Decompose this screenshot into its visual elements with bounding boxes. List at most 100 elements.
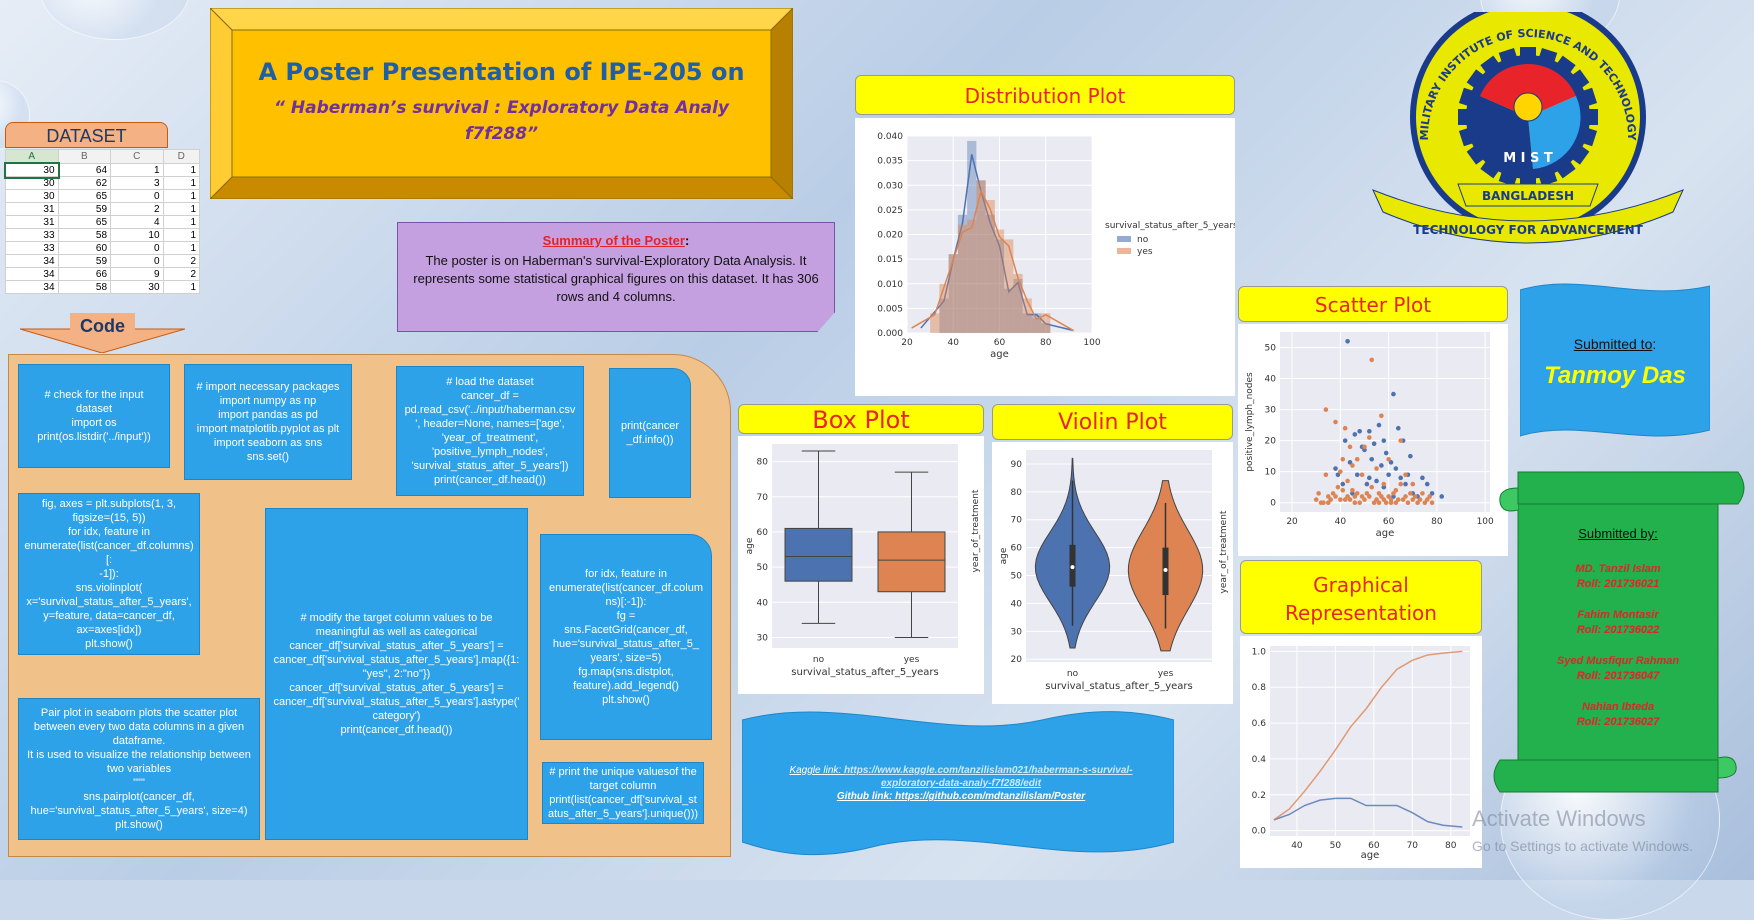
scatter-point xyxy=(1338,469,1343,474)
box-panel: 30 40 50 60 70 80 no yes survival_status_after_5… xyxy=(738,436,984,694)
dataset-col-header: C xyxy=(110,149,164,164)
violin-chart: 20 30 40 50 60 70 80 90 no yes survival_status_aft… xyxy=(999,450,1229,692)
scatter-point xyxy=(1352,432,1358,437)
scatter-point xyxy=(1333,494,1338,499)
scatter-point xyxy=(1398,481,1403,487)
scatter-point xyxy=(1376,500,1382,505)
line-series xyxy=(1273,797,1463,828)
histogram-bar xyxy=(967,140,977,333)
submitter-name: MD. Tanzil Islam xyxy=(1575,563,1661,575)
box-heading: Box Plot xyxy=(738,404,984,434)
scatter-point xyxy=(1350,463,1355,468)
dataset-row: 31 65 4 1 xyxy=(5,215,201,229)
scatter-point xyxy=(1439,494,1445,499)
dataset-cell: 33 xyxy=(5,241,59,255)
x-axis-label: age xyxy=(990,349,1009,360)
scatter-chart: 0 10 20 30 40 50 20 40 60 80 100 age positive_lymph_… xyxy=(1245,332,1494,539)
code-block-imports: # import necessary packages import numpy… xyxy=(184,364,352,480)
title-banner: A Poster Presentation of IPE-205 on “ Ha… xyxy=(210,8,793,199)
scatter-point xyxy=(1354,456,1360,462)
y-tick-label: 0.025 xyxy=(877,206,903,216)
scatter-point xyxy=(1367,494,1372,499)
dataset-cell: 58 xyxy=(57,228,112,242)
y-tick-label: 0 xyxy=(1270,499,1276,509)
scatter-point xyxy=(1354,472,1360,478)
scatter-point xyxy=(1383,500,1389,505)
y-tick-label: 40 xyxy=(757,598,769,608)
code-arrow: Code xyxy=(19,313,186,354)
plot-area xyxy=(1280,332,1490,512)
y-tick-label: 0.035 xyxy=(877,157,903,167)
scatter-point xyxy=(1345,494,1350,499)
dataset-row: 31 59 2 1 xyxy=(5,202,201,216)
histogram-bar xyxy=(1013,278,1023,333)
code-block-violin: fig, axes = plt.subplots(1, 3, figsize=(… xyxy=(18,493,200,655)
submitted-by-label: Submitted by: xyxy=(1578,526,1658,541)
scatter-point xyxy=(1391,391,1396,397)
dataset-cell: 58 xyxy=(57,280,112,294)
scatter-point xyxy=(1333,419,1338,425)
scatter-point xyxy=(1398,475,1403,481)
dataset-cell: 64 xyxy=(57,163,112,177)
dataset-cell: 30 xyxy=(3,161,60,179)
code-block-pairplot: Pair plot in seaborn plots the scatter p… xyxy=(18,698,260,840)
scatter-point xyxy=(1376,491,1382,496)
summary-heading: Summary of the Poster xyxy=(542,233,685,248)
side-axis-label: year_of_treatment xyxy=(1219,510,1229,593)
dataset-row: 34 59 0 2 xyxy=(5,254,201,268)
submitted-to-name: Tanmoy Das xyxy=(1544,362,1686,389)
submitter-roll: Roll: 201736021 xyxy=(1576,578,1660,590)
dataset-cell: 1 xyxy=(162,228,201,242)
github-link[interactable]: https://github.com/mdtanzilislam/Poster xyxy=(895,791,1086,802)
scatter-point xyxy=(1429,491,1435,496)
scatter-point xyxy=(1359,472,1365,478)
histogram-bar xyxy=(976,180,986,333)
kaggle-link[interactable]: https://www.kaggle.com/tanzilislam021/ha… xyxy=(843,765,1133,789)
scatter-point xyxy=(1340,481,1346,487)
scatter-point xyxy=(1338,497,1343,502)
scatter-point xyxy=(1345,339,1350,344)
summary-box: Summary of the Poster: The poster is on … xyxy=(397,222,835,332)
dataset-cell: 60 xyxy=(57,241,112,255)
histogram-bar xyxy=(994,229,1005,333)
scatter-point xyxy=(1376,422,1382,428)
x-tick-label: yes xyxy=(1158,669,1174,679)
histogram-bar xyxy=(976,180,986,333)
dataset-cell: 33 xyxy=(5,228,59,242)
scatter-point xyxy=(1410,497,1416,502)
y-tick-label: 0.4 xyxy=(1252,755,1267,765)
dataset-col-header: A xyxy=(5,149,59,164)
y-tick-label: 0.040 xyxy=(877,132,903,142)
scatter-point xyxy=(1328,497,1333,502)
distribution-heading: Distribution Plot xyxy=(855,75,1235,115)
scatter-point xyxy=(1374,466,1379,471)
y-tick-label: 50 xyxy=(1265,344,1277,354)
violin-median xyxy=(1070,565,1075,570)
dataset-row: 30 64 1 1 xyxy=(3,161,201,179)
y-tick-label: 70 xyxy=(757,493,769,503)
dataset-cell: 59 xyxy=(57,202,112,216)
scatter-point xyxy=(1325,494,1331,499)
histogram-bar xyxy=(994,239,1005,333)
dataset-col-header: B xyxy=(57,149,112,164)
submitted-to-colon: : xyxy=(1652,336,1657,352)
dataset-cell: 66 xyxy=(57,267,112,281)
y-tick-label: 20 xyxy=(1265,437,1277,447)
histogram-bar xyxy=(1022,298,1032,333)
scatter-point xyxy=(1379,413,1384,419)
dataset-cell: 3 xyxy=(110,176,164,190)
legend-label: no xyxy=(1137,235,1149,245)
dataset-cell: 34 xyxy=(5,254,59,268)
box-chart: 30 40 50 60 70 80 no yes survival_status_after_5… xyxy=(745,444,981,678)
y-axis-label: positive_lymph_nodes xyxy=(1245,372,1255,472)
title-line2: “ Haberman’s survival : Exploratory Data… xyxy=(274,98,729,118)
scatter-point xyxy=(1369,357,1375,363)
x-axis-label: age xyxy=(1361,850,1380,861)
logo-mist-text: M I S T xyxy=(1503,151,1553,166)
dataset-cell: 34 xyxy=(5,280,59,294)
submitter-roll: Roll: 201736022 xyxy=(1576,624,1660,636)
y-tick-label: 50 xyxy=(1011,572,1023,582)
scatter-point xyxy=(1403,494,1408,499)
kde-curve xyxy=(911,188,1074,332)
